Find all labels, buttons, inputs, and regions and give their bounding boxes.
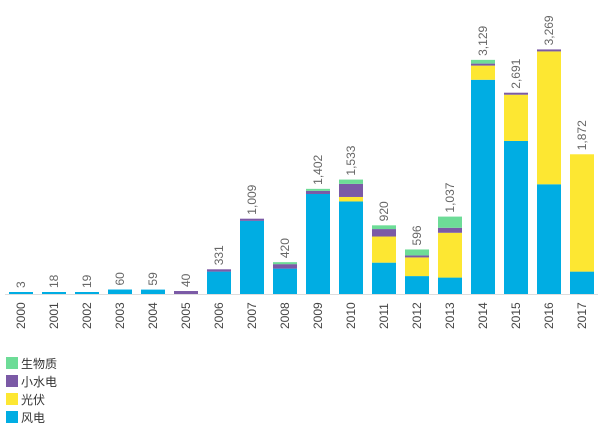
total-data-label: 3,129 — [476, 26, 490, 56]
total-data-label: 60 — [113, 272, 127, 286]
total-data-label: 40 — [179, 273, 193, 287]
legend-label: 光伏 — [21, 392, 46, 407]
x-tick-label: 2011 — [377, 303, 391, 329]
bar-2017-series-0 — [570, 271, 594, 294]
bar-2008-series-0 — [273, 268, 297, 294]
bar-2014-series-0 — [471, 79, 495, 294]
total-data-label: 1,533 — [344, 145, 358, 175]
bar-2007-series-0 — [240, 220, 264, 294]
total-data-label: 3,269 — [542, 15, 556, 45]
total-data-label: 596 — [410, 225, 424, 245]
legend-label: 风电 — [21, 410, 46, 425]
legend-swatch — [6, 393, 18, 405]
bar-2008-series-3 — [273, 262, 297, 265]
bar-2009-series-2 — [306, 190, 330, 194]
bar-2015-series-1 — [504, 94, 528, 141]
x-tick-label: 2008 — [278, 302, 292, 329]
total-data-label: 1,872 — [575, 120, 589, 150]
x-tick-label: 2017 — [575, 302, 589, 329]
bar-2002-series-0 — [75, 292, 99, 294]
legend-item[interactable]: 光伏 — [6, 390, 57, 408]
bar-2014-series-2 — [471, 63, 495, 66]
bar-2014-series-3 — [471, 59, 495, 64]
legend-label: 生物质 — [21, 356, 58, 371]
x-tick-label: 2012 — [410, 302, 424, 329]
legend: 生物质小水电光伏风电 — [6, 354, 57, 426]
bar-2004-series-0 — [141, 289, 165, 294]
bar-2013-series-0 — [438, 277, 462, 294]
bar-2011-series-2 — [372, 229, 396, 237]
x-tick-label: 2002 — [80, 302, 94, 329]
x-tick-label: 2003 — [113, 302, 127, 329]
bar-2012-series-1 — [405, 257, 429, 277]
x-tick-label: 2007 — [245, 302, 259, 329]
legend-item[interactable]: 生物质 — [6, 354, 57, 372]
x-tick-label: 2014 — [476, 302, 490, 329]
legend-label: 小水电 — [21, 374, 58, 389]
x-tick-label: 2010 — [344, 302, 358, 329]
bar-2008-series-2 — [273, 264, 297, 269]
bar-2006-series-2 — [207, 269, 231, 272]
bar-2007-series-2 — [240, 218, 264, 221]
total-data-label: 420 — [278, 238, 292, 258]
total-data-label: 1,402 — [311, 154, 325, 184]
bar-2010-series-3 — [339, 179, 363, 184]
bar-2006-series-0 — [207, 271, 231, 294]
x-tick-label: 2004 — [146, 302, 160, 329]
bar-2011-series-1 — [372, 236, 396, 263]
bar-2017-series-1 — [570, 154, 594, 272]
x-tick-label: 2009 — [311, 302, 325, 329]
legend-swatch — [6, 411, 18, 423]
bar-2015-series-0 — [504, 140, 528, 294]
x-tick-label: 2000 — [14, 302, 28, 329]
bar-2003-series-0 — [108, 289, 132, 294]
legend-item[interactable]: 风电 — [6, 408, 57, 426]
bar-2014-series-1 — [471, 65, 495, 80]
bar-2013-series-1 — [438, 232, 462, 278]
bar-2011-series-3 — [372, 225, 396, 230]
bar-2009-series-0 — [306, 193, 330, 294]
total-data-label: 3 — [14, 281, 28, 288]
bar-2011-series-0 — [372, 262, 396, 294]
legend-item[interactable]: 小水电 — [6, 372, 57, 390]
legend-swatch — [6, 357, 18, 369]
total-data-label: 1,037 — [443, 182, 457, 212]
bar-2013-series-3 — [438, 216, 462, 228]
legend-swatch — [6, 375, 18, 387]
x-tick-label: 2015 — [509, 302, 523, 329]
total-data-label: 331 — [212, 245, 226, 265]
total-data-label: 1,009 — [245, 184, 259, 214]
bar-2012-series-0 — [405, 276, 429, 294]
total-data-label: 920 — [377, 201, 391, 221]
total-data-label: 59 — [146, 272, 160, 286]
total-data-label: 18 — [47, 274, 61, 288]
x-tick-label: 2001 — [47, 302, 61, 329]
bar-2005-series-2 — [174, 291, 198, 294]
bar-2016-series-1 — [537, 51, 561, 185]
bar-2010-series-0 — [339, 201, 363, 294]
bar-2010-series-1 — [339, 196, 363, 202]
bar-2013-series-2 — [438, 227, 462, 233]
bar-2015-series-2 — [504, 92, 528, 95]
bar-2010-series-2 — [339, 183, 363, 197]
bar-2001-series-0 — [42, 292, 66, 294]
x-tick-label: 2006 — [212, 302, 226, 329]
bar-2009-series-3 — [306, 188, 330, 191]
x-tick-label: 2005 — [179, 302, 193, 329]
bar-2000-series-0 — [9, 292, 33, 294]
bar-2012-series-3 — [405, 249, 429, 256]
x-tick-label: 2013 — [443, 302, 457, 329]
total-data-label: 2,691 — [509, 58, 523, 88]
bar-2012-series-2 — [405, 255, 429, 258]
x-tick-label: 2016 — [542, 302, 556, 329]
total-data-label: 19 — [80, 274, 94, 288]
bar-2016-series-2 — [537, 49, 561, 52]
bar-2016-series-0 — [537, 184, 561, 294]
